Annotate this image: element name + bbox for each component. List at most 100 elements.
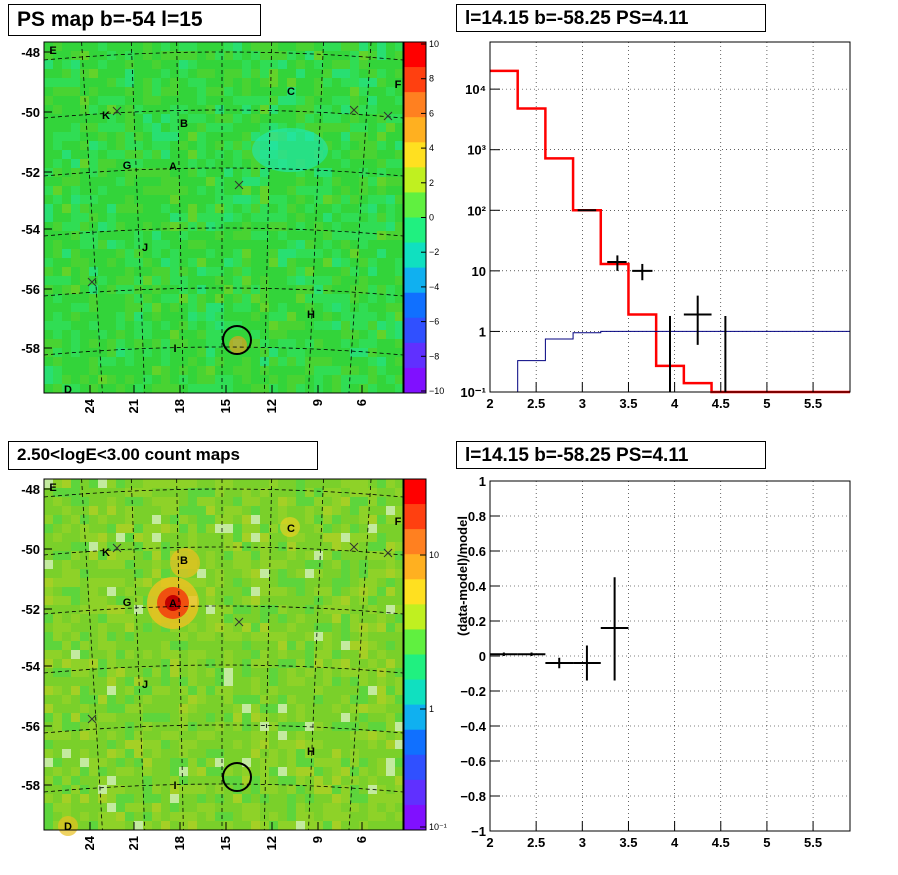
ps-map-y-tick-label: -50 [21, 105, 40, 120]
ps-map-coord-grid [43, 41, 404, 394]
count-map-cross-marker [234, 617, 244, 627]
residual-x-tick-label: 4 [671, 835, 679, 850]
spectrum-data-point [607, 255, 627, 271]
ps-map-source-label-k: K [102, 110, 110, 122]
residual-x-tick-label: 5 [763, 835, 770, 850]
ps-map-source-label-h: H [307, 309, 315, 321]
count-map-source-label-f: F [395, 516, 402, 528]
residual-y-axis-label: (data-model)/model [455, 516, 470, 636]
count-map-cross-marker [383, 548, 393, 558]
count-map-cross-marker [112, 543, 122, 553]
ps-map-x-tick-label: 9 [310, 399, 325, 406]
ps-map-cross-marker [383, 111, 393, 121]
ps-map-source-label-j: J [142, 242, 148, 254]
ps-map-cb-tick-label: −10 [429, 386, 444, 396]
spectrum-y-tick-label: 10³ [467, 143, 486, 158]
ps-map-x-tick-label: 24 [82, 398, 97, 413]
count-map-cross-marker [349, 542, 359, 552]
count-map-x-tick-label: 21 [126, 836, 141, 850]
spectrum-x-tick-label: 5.5 [804, 396, 822, 411]
residual-x-tick-label: 2 [486, 835, 493, 850]
ps-map-x-tick-label: 21 [126, 399, 141, 413]
spectrum-series-0 [490, 69, 850, 394]
count-map-cb-tick-label: 1 [429, 704, 434, 714]
ps-map-cb-tick-label: −4 [429, 282, 439, 292]
residual-y-tick-label: −0.6 [460, 754, 486, 769]
count-map-coord-grid [43, 478, 404, 831]
ps-map-x-tick-label: 6 [354, 399, 369, 406]
count-map-x-tick-label: 12 [264, 836, 279, 850]
ps-map-cross-marker [112, 106, 122, 116]
count-map-source-b [170, 548, 200, 578]
count-map-source-label-h: H [307, 746, 315, 758]
count-map-x-tick-label: 9 [310, 836, 325, 843]
count-map-y-tick-label: -48 [21, 482, 40, 497]
count-map-source-label-k: K [102, 547, 110, 559]
residual-x-tick-label: 5.5 [804, 835, 822, 850]
count-map-svg: 10 1 10⁻¹ -48 -50 -52 -54 -56 -58 24 21 18 15 12 9 6 E C F… [21, 478, 447, 850]
count-map-cb-tick-label: 10⁻¹ [429, 822, 447, 832]
count-map-source-d [58, 816, 78, 836]
count-map-x-tick-label: 18 [172, 836, 187, 850]
ps-map-cb-tick-label: −2 [429, 247, 439, 257]
count-map-cross-marker [87, 714, 97, 724]
ps-map-y-tick-label: -56 [21, 282, 40, 297]
ps-map-frame [43, 41, 404, 394]
count-map-y-tick-label: -52 [21, 602, 40, 617]
ps-map-cb-tick-label: 2 [429, 178, 434, 188]
count-map-title: 2.50<logE<3.00 count maps [8, 441, 318, 470]
spectrum-series-1 [490, 330, 850, 393]
count-map-source-c [280, 517, 300, 537]
residual-y-tick-label: 0.2 [468, 614, 486, 629]
spectrum-y-tick-label: 10⁴ [465, 82, 486, 97]
spectrum-title: l=14.15 b=-58.25 PS=4.11 [456, 4, 766, 32]
residual-svg: −1 −0.8 −0.6 −0.4 −0.2 0 0.2 0.4 0.6 0.8 1 2 2.5 3 3.5… [455, 474, 851, 850]
residual-data-point [490, 652, 518, 656]
spectrum-x-tick-label: 2.5 [527, 396, 545, 411]
ps-map-cross-marker [349, 105, 359, 115]
spectrum-y-tick-label: 10² [467, 203, 486, 218]
spectrum-x-tick-label: 2 [486, 396, 493, 411]
count-map-y-tick-label: -56 [21, 719, 40, 734]
ps-map-y-tick-label: -52 [21, 165, 40, 180]
count-map-y-tick-label: -50 [21, 542, 40, 557]
ps-map-svg: 10 8 6 4 2 0 −2 −4 −6 −8 −10 -48 -50 -52 -54 -56 -58 24 21… [21, 39, 444, 413]
ps-map-y-tick-label: -58 [21, 341, 40, 356]
ps-map-cross-marker [234, 180, 244, 190]
ps-map-source-label-e: E [49, 45, 56, 57]
count-map-frame [43, 478, 404, 831]
count-map-source-label-j: J [142, 679, 148, 691]
count-map-panel: 10 1 10⁻¹ -48 -50 -52 -54 -56 -58 24 21 18 15 12 9 6 E C F… [0, 437, 449, 875]
ps-map-source-label-b: B [180, 118, 188, 130]
spectrum-panel: 10⁻¹ 1 10 10² 10³ 10⁴ 2 2.5 3 3.5 4 4.5 5 5.5 l=14.15… [449, 0, 898, 437]
count-map-source-a-peak [165, 595, 181, 611]
ps-map-source-label-a: A [169, 161, 177, 173]
ps-map-hot-spot [229, 336, 247, 354]
spectrum-frame [489, 41, 851, 393]
residual-y-tick-label: 0.8 [468, 509, 486, 524]
residual-y-tick-label: −0.8 [460, 789, 486, 804]
ps-map-source-label-i: I [173, 343, 176, 355]
residual-title: l=14.15 b=-58.25 PS=4.11 [456, 441, 766, 469]
count-map-source-label-i: I [173, 780, 176, 792]
residual-x-tick-label: 3.5 [619, 835, 637, 850]
residual-y-tick-label: −0.2 [460, 684, 486, 699]
residual-y-tick-label: 1 [479, 474, 486, 489]
ps-map-colorbar: 10 8 6 4 2 0 −2 −4 −6 −8 −10 [403, 39, 444, 396]
spectrum-x-tick-label: 3.5 [619, 396, 637, 411]
residual-y-tick-label: 0.6 [468, 544, 486, 559]
spectrum-x-tick-label: 4.5 [712, 396, 730, 411]
ps-map-x-tick-label: 18 [172, 399, 187, 413]
count-map-y-tick-label: -58 [21, 778, 40, 793]
residual-data-point [573, 645, 601, 681]
residual-panel: −1 −0.8 −0.6 −0.4 −0.2 0 0.2 0.4 0.6 0.8 1 2 2.5 3 3.5… [449, 437, 898, 875]
spectrum-svg: 10⁻¹ 1 10 10² 10³ 10⁴ 2 2.5 3 3.5 4 4.5 5 5.5 [460, 41, 851, 411]
ps-map-y-tick-label: -54 [21, 222, 41, 237]
ps-map-source-label-c: C [287, 86, 295, 98]
ps-map-x-tick-label: 15 [218, 399, 233, 413]
count-map-source-label-g: G [123, 597, 132, 609]
residual-grid [490, 481, 850, 831]
residual-y-tick-label: 0 [479, 649, 486, 664]
ps-map-cb-tick-label: 0 [429, 213, 434, 223]
residual-x-tick-label: 4.5 [712, 835, 730, 850]
